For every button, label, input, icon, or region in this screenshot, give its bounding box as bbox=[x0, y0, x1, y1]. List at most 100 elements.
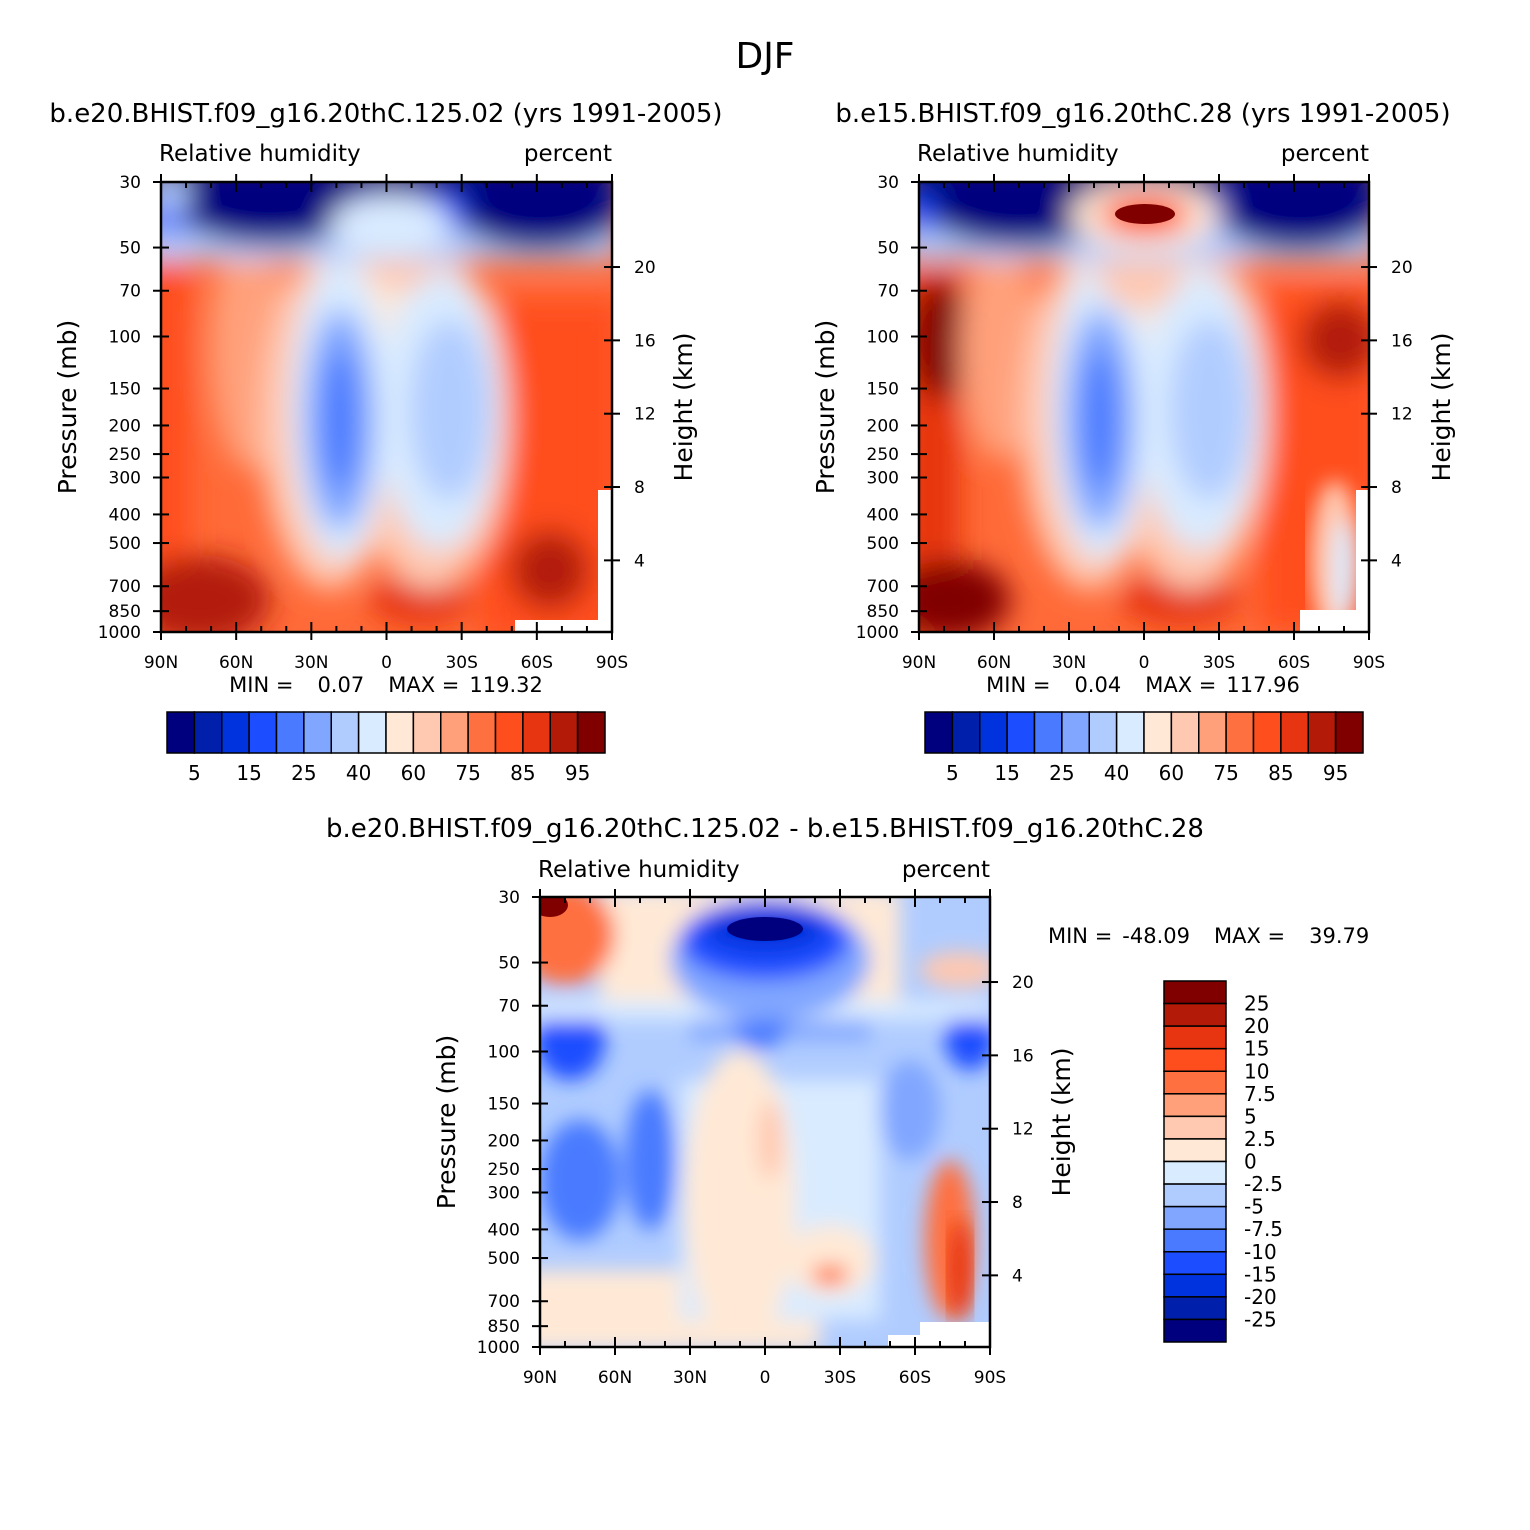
panel-2-colorbar-swatch bbox=[1170, 711, 1200, 754]
panel-3-ytick-label: 300 bbox=[488, 1183, 520, 1203]
panel-1-stats: MIN = 0.07 MAX = 119.32 bbox=[229, 673, 543, 697]
panel-2-ytick-label: 400 bbox=[867, 505, 899, 525]
panel-2-colorbar-swatch bbox=[979, 711, 1008, 754]
panel-3-colorbar-swatch bbox=[1163, 1205, 1227, 1230]
panel-3-colorbar-swatch bbox=[1163, 1228, 1227, 1253]
panel-1-colorbar-swatch bbox=[357, 711, 387, 754]
panel-3-colorbar-label: -10 bbox=[1244, 1240, 1277, 1264]
panel-3-colorbar-label: 2.5 bbox=[1244, 1127, 1276, 1151]
panel-3-colorbar-label: 20 bbox=[1244, 1014, 1269, 1038]
panel-2-ytick-right-label: 4 bbox=[1391, 551, 1402, 571]
panel-2-colorbar-swatch bbox=[1088, 711, 1118, 754]
panel-3-colorbar-label: -20 bbox=[1244, 1285, 1277, 1309]
panel-1-colorbar-swatch bbox=[576, 711, 606, 754]
panel-1-xtick-label: 60S bbox=[521, 653, 553, 673]
panel-1-left-label: Relative humidity bbox=[159, 141, 361, 167]
panel-3-colorbar-label: -2.5 bbox=[1244, 1172, 1283, 1196]
panel-1-colorbar-swatch bbox=[248, 711, 278, 754]
panel-1-xtick-label: 30N bbox=[294, 653, 328, 673]
panel-1-xtick-label: 0 bbox=[381, 653, 392, 673]
panel-3-colorbar-label: 5 bbox=[1244, 1104, 1257, 1128]
panel-3-colorbar-swatch bbox=[1163, 1273, 1227, 1298]
panel-1-colorbar-label: 40 bbox=[346, 761, 371, 785]
panel-1-colorbar-swatch bbox=[467, 711, 497, 754]
panel-2-ytick-label: 70 bbox=[877, 282, 899, 302]
panel-2-colorbar-swatch bbox=[1252, 711, 1282, 754]
panel-3-ytick-right-label: 16 bbox=[1012, 1046, 1034, 1066]
panel-2-ytick-label: 700 bbox=[867, 577, 899, 597]
panel-3-ytick-right-label: 8 bbox=[1012, 1193, 1023, 1213]
panel-2-xtick-label: 90N bbox=[902, 653, 936, 673]
panel-1-colorbar-swatch bbox=[166, 711, 196, 754]
panel-3-ytick-label: 1000 bbox=[477, 1338, 520, 1358]
panel-2-ytick-right-label: 8 bbox=[1391, 478, 1402, 498]
panel-1-ytick-right-label: 8 bbox=[634, 478, 645, 498]
panel-2-ytick-label: 500 bbox=[867, 534, 899, 554]
panel-1-colorbar-label: 95 bbox=[565, 761, 590, 785]
panel-2-ytick-label: 30 bbox=[877, 173, 899, 193]
panel-1-ytick-label: 1000 bbox=[98, 623, 141, 643]
panel-3: b.e20.BHIST.f09_g16.20thC.125.02 - b.e15… bbox=[326, 814, 1369, 1388]
panel-3-colorbar-swatch bbox=[1163, 1138, 1227, 1163]
panel-2-ytick-label: 100 bbox=[867, 328, 899, 348]
panel-2-colorbar-swatch bbox=[1006, 711, 1036, 754]
panel-3-colorbar-swatch bbox=[1163, 1093, 1227, 1118]
panel-1-xtick-label: 90S bbox=[596, 653, 628, 673]
panel-1-colorbar-swatch bbox=[303, 711, 332, 754]
panel-1: b.e20.BHIST.f09_g16.20thC.125.02 (yrs 19… bbox=[49, 99, 722, 785]
panel-3-ytick-label: 150 bbox=[488, 1095, 520, 1115]
panel-3-ytick-label: 700 bbox=[488, 1292, 520, 1312]
panel-3-colorbar-swatch bbox=[1163, 1296, 1227, 1321]
panel-1-ytick-label: 700 bbox=[109, 577, 141, 597]
panel-2: b.e15.BHIST.f09_g16.20thC.28 (yrs 1991-2… bbox=[811, 99, 1456, 785]
panel-3-left-label: Relative humidity bbox=[538, 857, 740, 883]
panel-3-colorbar-label: -5 bbox=[1244, 1195, 1264, 1219]
panel-3-xtick-label: 30S bbox=[824, 1368, 856, 1388]
panel-3-colorbar-label: -15 bbox=[1244, 1262, 1277, 1286]
panel-2-ytick-label: 850 bbox=[867, 602, 899, 622]
panel-2-ytick-right-label: 16 bbox=[1391, 331, 1413, 351]
panel-1-colorbar-label: 25 bbox=[291, 761, 316, 785]
panel-1-colorbar-label: 85 bbox=[510, 761, 535, 785]
panel-1-ytick-right-label: 4 bbox=[634, 551, 645, 571]
panel-1-ytick-label: 150 bbox=[109, 380, 141, 400]
panel-2-right-label: percent bbox=[1281, 141, 1369, 167]
panel-1-colorbar-swatch bbox=[330, 711, 360, 754]
panel-1-colorbar-swatch bbox=[193, 711, 223, 754]
panel-3-ytick-label: 400 bbox=[488, 1220, 520, 1240]
panel-1-colorbar-label: 75 bbox=[455, 761, 480, 785]
panel-2-ylabel-right: Height (km) bbox=[1427, 333, 1456, 482]
panel-3-field bbox=[540, 897, 990, 1347]
panel-3-colorbar-label: 15 bbox=[1244, 1037, 1269, 1061]
panel-3-colorbar-swatch bbox=[1163, 1183, 1227, 1208]
panel-3-ytick-label: 200 bbox=[488, 1131, 520, 1151]
panel-1-ylabel: Pressure (mb) bbox=[53, 320, 82, 494]
panel-2-colorbar-label: 85 bbox=[1268, 761, 1293, 785]
panel-2-colorbar-label: 95 bbox=[1323, 761, 1348, 785]
panel-2-colorbar-label: 25 bbox=[1049, 761, 1074, 785]
panel-3-xtick-label: 90S bbox=[974, 1368, 1006, 1388]
panel-3-ytick-label: 250 bbox=[488, 1160, 520, 1180]
panel-3-ytick-right-label: 12 bbox=[1012, 1120, 1034, 1140]
panel-1-ytick-label: 50 bbox=[119, 239, 141, 259]
panel-2-xtick-label: 30N bbox=[1052, 653, 1086, 673]
panel-1-ytick-right-label: 16 bbox=[634, 331, 656, 351]
panel-3-colorbar-swatch bbox=[1163, 1115, 1227, 1140]
panel-2-xtick-label: 60N bbox=[977, 653, 1011, 673]
panel-1-ytick-label: 30 bbox=[119, 173, 141, 193]
panel-2-xtick-label: 30S bbox=[1203, 653, 1235, 673]
panel-1-ytick-right-label: 12 bbox=[634, 405, 656, 425]
panel-2-ytick-label: 1000 bbox=[856, 623, 899, 643]
panel-2-left-label: Relative humidity bbox=[917, 141, 1119, 167]
panel-2-title: b.e15.BHIST.f09_g16.20thC.28 (yrs 1991-2… bbox=[835, 99, 1450, 129]
panel-1-field bbox=[161, 182, 612, 632]
panel-2-xtick-label: 0 bbox=[1139, 653, 1150, 673]
panel-1-colorbar-label: 15 bbox=[236, 761, 261, 785]
panel-3-xtick-label: 90N bbox=[523, 1368, 557, 1388]
panel-1-ylabel-right: Height (km) bbox=[669, 333, 698, 482]
panel-1-colorbar-swatch bbox=[440, 711, 469, 754]
panel-2-colorbar-label: 60 bbox=[1159, 761, 1184, 785]
panel-1-right-label: percent bbox=[524, 141, 612, 167]
figure-title: DJF bbox=[735, 36, 794, 77]
panel-2-colorbar-swatch bbox=[1033, 711, 1063, 754]
